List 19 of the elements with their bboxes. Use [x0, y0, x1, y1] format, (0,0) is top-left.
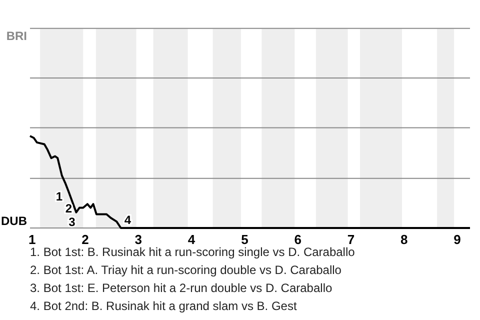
- annotation: 1: [56, 189, 63, 204]
- x-tick-label: 8: [400, 232, 408, 247]
- text: BRI: [6, 29, 27, 43]
- x-tick-label: 1: [28, 232, 36, 247]
- text: DUB: [1, 214, 28, 228]
- x-tick-label: 4: [188, 232, 196, 247]
- x-tick-label: 6: [294, 232, 302, 247]
- x-tick-label: 3: [134, 232, 142, 247]
- text: 1. Bot 1st: B. Rusinak hit a run-scoring single vs D. Caraballo: [30, 245, 356, 259]
- annotation: 3: [68, 215, 76, 230]
- x-tick-label: 5: [241, 232, 248, 247]
- x-tick-label: 2: [82, 232, 89, 247]
- annotation: 2: [65, 201, 72, 216]
- text: 3. Bot 1st: E. Peterson hit a 2-run double vs D. Caraballo: [30, 281, 332, 295]
- text: 4. Bot 2nd: B. Rusinak hit a grand slam vs B. Gest: [30, 299, 298, 313]
- x-tick-label: 9: [454, 232, 461, 247]
- text: 2. Bot 1st: A. Triay hit a run-scoring double vs D. Caraballo: [30, 263, 342, 277]
- x-tick-label: 7: [347, 232, 355, 247]
- annotation: 4: [124, 213, 132, 227]
